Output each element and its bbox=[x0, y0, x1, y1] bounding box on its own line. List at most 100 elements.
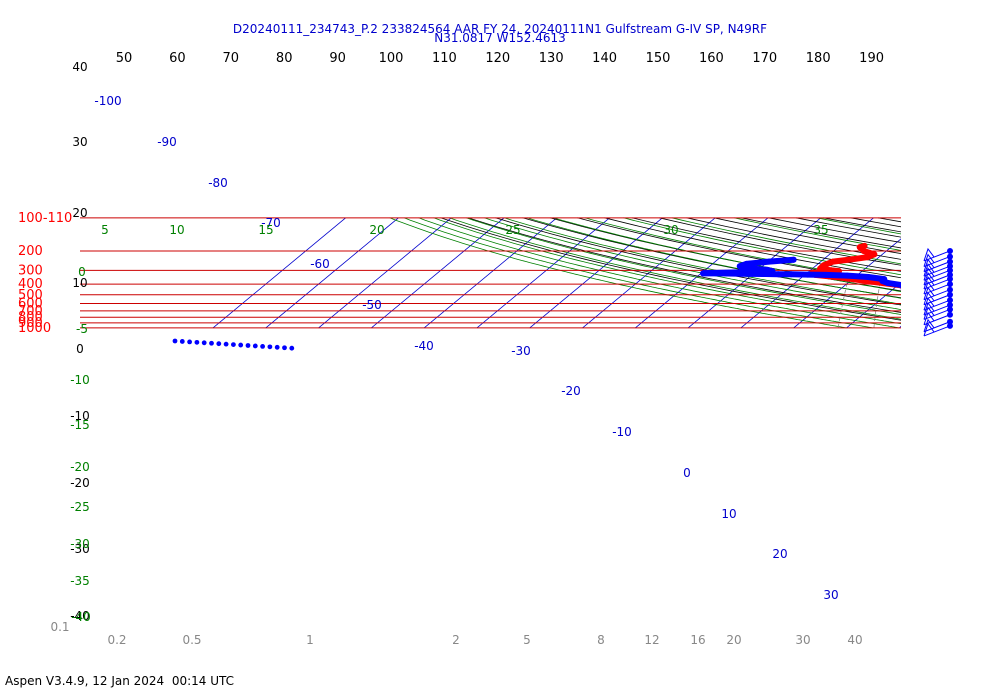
dry-adiabat-line bbox=[987, 218, 1000, 328]
dewpoint-dot bbox=[245, 343, 251, 348]
mixing-ratio-label: 40 bbox=[847, 633, 862, 647]
pressure-label: 300 bbox=[18, 263, 43, 278]
moist-left-label: -10 bbox=[70, 373, 90, 387]
temperature-point bbox=[829, 258, 836, 265]
isotherm-label: 20 bbox=[772, 547, 787, 561]
dry-adiabat-label: 0 bbox=[76, 342, 84, 356]
mixing-ratio-label: 30 bbox=[795, 633, 810, 647]
isotherm-line bbox=[318, 217, 452, 329]
moist-adiabat-label: 5 bbox=[101, 223, 109, 237]
isotherm-label: -60 bbox=[310, 257, 330, 271]
moist-left-label: 0 bbox=[78, 265, 86, 279]
isotherm-label: -40 bbox=[414, 339, 434, 353]
moist-adiabat-label: 35 bbox=[813, 223, 828, 237]
pressure-label: 400 bbox=[18, 277, 43, 292]
top-scale-label: 90 bbox=[329, 51, 346, 66]
wind-barb bbox=[923, 311, 953, 326]
temperature-point bbox=[871, 251, 878, 258]
isotherm-label: -50 bbox=[362, 298, 382, 312]
dewpoint-point bbox=[739, 270, 746, 277]
moist-adiabat-line bbox=[466, 217, 901, 315]
dewpoint-point bbox=[700, 270, 707, 277]
footer-version: Aspen V3.4.9, 12 Jan 2024 00:14 UTC bbox=[5, 674, 235, 688]
pressure-label: 100-110 bbox=[18, 211, 72, 226]
mixing-ratio-label: 0.1 bbox=[50, 620, 69, 634]
top-scale-label: 50 bbox=[116, 51, 133, 66]
dewpoint-dot bbox=[216, 341, 222, 347]
dewpoint-point bbox=[900, 283, 901, 288]
dewpoint-point bbox=[766, 258, 772, 265]
dry-adiabat-line bbox=[960, 218, 1000, 328]
moist-adiabat-line bbox=[484, 217, 901, 311]
moist-adiabat-line bbox=[671, 217, 901, 265]
mixing-ratio-label: 2 bbox=[452, 633, 460, 647]
isotherm-line bbox=[476, 217, 610, 329]
dry-adiabat-line bbox=[522, 217, 901, 299]
dewpoint-dot bbox=[289, 345, 295, 351]
moist-adiabat-line bbox=[418, 217, 900, 329]
isotherm-label: 0 bbox=[683, 466, 691, 480]
dewpoint-point bbox=[822, 271, 829, 278]
dewpoint-point bbox=[967, 295, 973, 301]
dewpoint-dot bbox=[209, 340, 214, 346]
temperature-point bbox=[856, 244, 863, 251]
moist-adiabat-line bbox=[553, 217, 901, 292]
isotherm-line bbox=[529, 217, 663, 329]
isotherm-label: -70 bbox=[261, 216, 281, 230]
moist-left-label: -20 bbox=[70, 460, 90, 474]
pressure-label: 900 bbox=[18, 316, 43, 331]
dewpoint-point bbox=[884, 279, 891, 286]
dewpoint-point bbox=[717, 270, 724, 277]
mixing-ratio-line bbox=[965, 284, 967, 328]
temperature-point bbox=[849, 256, 856, 263]
dewpoint-point bbox=[762, 271, 769, 277]
moist-adiabat-line bbox=[504, 217, 901, 305]
dry-adiabat-line bbox=[440, 217, 901, 321]
mixing-ratio-label: 0.2 bbox=[107, 633, 126, 647]
chart-title-line1: D20240111_234743_P.2 233824564 AAR FY 24… bbox=[233, 22, 767, 36]
dry-adiabat-line bbox=[467, 217, 901, 313]
moist-adiabat-line bbox=[926, 218, 1000, 328]
dewpoint-point bbox=[769, 268, 776, 275]
wind-barb bbox=[923, 322, 953, 337]
pressure-label: 700 bbox=[18, 304, 43, 319]
mixing-ratio-line bbox=[837, 283, 848, 328]
isotherm-label: -80 bbox=[208, 176, 228, 190]
isotherm-label: 10 bbox=[721, 507, 736, 521]
dewpoint-point bbox=[911, 283, 917, 289]
top-scale-label: 190 bbox=[859, 51, 884, 66]
dewpoint-point bbox=[844, 272, 851, 279]
moist-adiabat-label: 25 bbox=[505, 223, 520, 237]
dry-adiabat-line bbox=[604, 217, 901, 279]
isotherm-label: -90 bbox=[157, 135, 177, 149]
wind-barb bbox=[923, 267, 953, 281]
mixing-ratio-label: 8 bbox=[597, 633, 605, 647]
mixing-ratio-label: 12 bbox=[644, 633, 659, 647]
temperature-point bbox=[860, 248, 867, 254]
dry-adiabat-label: -10 bbox=[70, 409, 90, 423]
moist-adiabat-label: 20 bbox=[369, 223, 384, 237]
isotherm-line bbox=[846, 282, 901, 329]
dewpoint-point bbox=[790, 256, 797, 263]
moist-adiabat-label: 30 bbox=[663, 223, 678, 237]
top-scale-label: 150 bbox=[646, 51, 671, 66]
dewpoint-dot bbox=[194, 339, 200, 345]
moist-adiabat-line bbox=[389, 217, 847, 329]
moist-adiabat-label: 15 bbox=[258, 223, 273, 237]
dewpoint-point bbox=[804, 271, 811, 278]
dry-adiabat-line bbox=[905, 218, 1000, 328]
dewpoint-dot bbox=[179, 339, 185, 344]
isotherm-label: -10 bbox=[612, 425, 632, 439]
top-scale-label: 180 bbox=[806, 51, 831, 66]
dewpoint-point bbox=[909, 287, 915, 293]
top-scale-label: 80 bbox=[276, 51, 293, 66]
mixing-ratio-label: 5 bbox=[523, 633, 531, 647]
moist-left-label: -25 bbox=[70, 500, 90, 514]
top-scale-label: 140 bbox=[592, 51, 617, 66]
dewpoint-dot bbox=[223, 341, 229, 347]
dry-adiabat-label: 10 bbox=[72, 276, 87, 290]
top-scale-label: 120 bbox=[485, 51, 510, 66]
moist-adiabat-line bbox=[526, 217, 901, 299]
